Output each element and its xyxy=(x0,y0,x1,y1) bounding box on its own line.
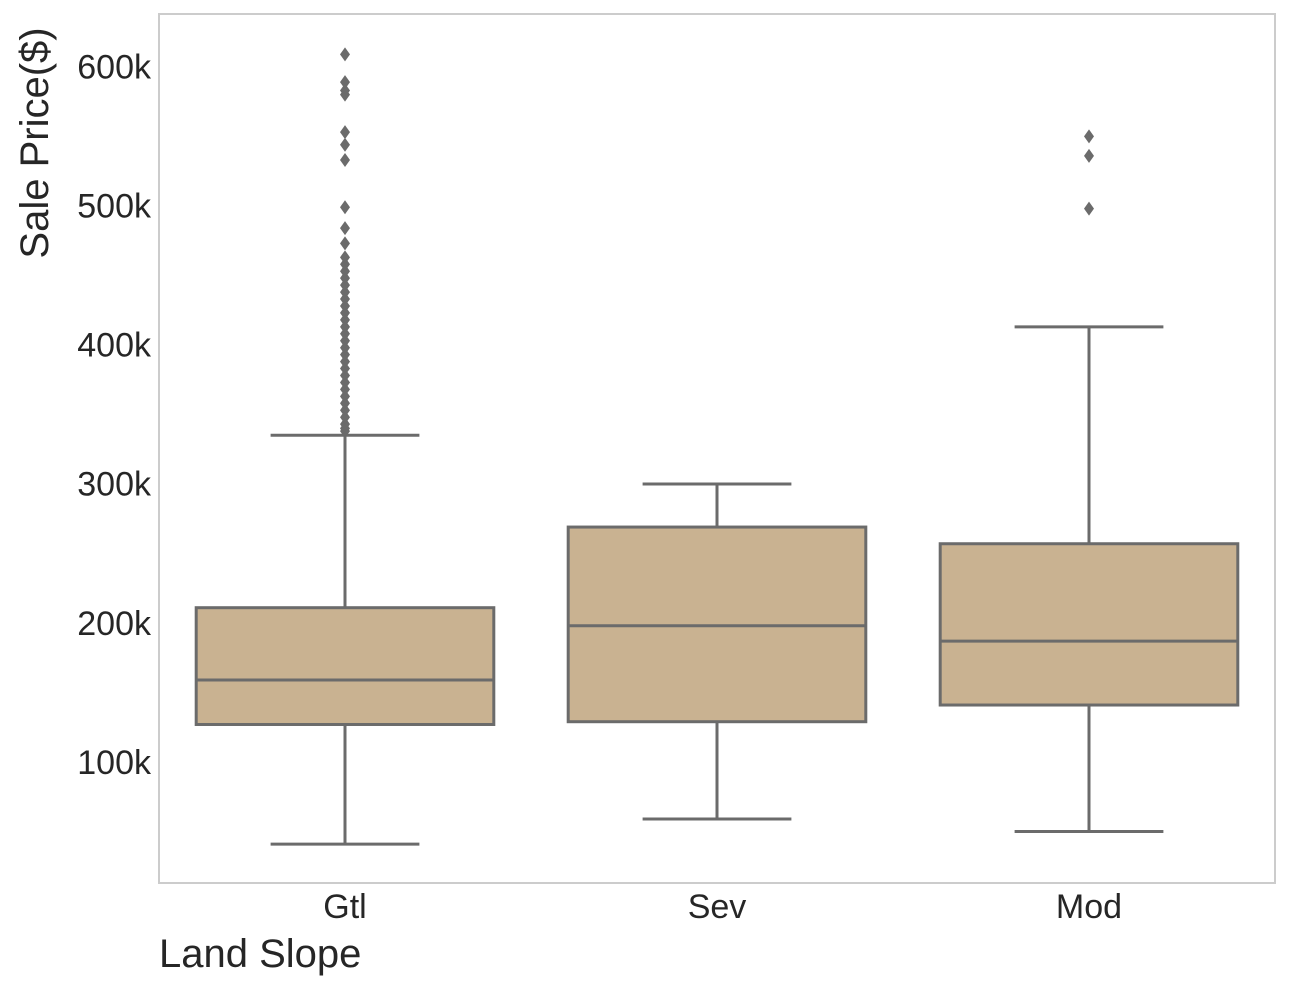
x-tick-label: Gtl xyxy=(323,888,366,926)
y-tick-label: 500k xyxy=(77,188,152,226)
y-tick-label: 600k xyxy=(77,49,152,87)
x-axis-label: Land Slope xyxy=(159,932,361,976)
outlier-point xyxy=(340,125,350,140)
outlier-point xyxy=(340,200,350,215)
outlier-point xyxy=(340,83,350,98)
y-tick-label: 400k xyxy=(77,327,152,365)
y-tick-label: 300k xyxy=(77,466,152,504)
outlier-point xyxy=(340,236,350,251)
outlier-point xyxy=(340,47,350,62)
y-tick-label: 200k xyxy=(77,605,152,643)
outlier-point xyxy=(1084,129,1094,144)
box-group-mod xyxy=(938,129,1240,834)
iqr-box xyxy=(938,542,1240,707)
outlier-point xyxy=(340,221,350,236)
y-tick-labels: 100k 200k 300k 400k 500k 600k xyxy=(77,49,152,782)
outlier-point xyxy=(340,152,350,167)
x-tick-labels: Gtl Sev Mod xyxy=(323,888,1122,926)
box-group-gtl xyxy=(194,47,496,846)
outlier-point xyxy=(340,137,350,152)
x-tick-label: Mod xyxy=(1056,888,1122,926)
outlier-point xyxy=(1084,148,1094,163)
outlier-point xyxy=(340,75,350,90)
y-tick-label: 100k xyxy=(77,744,152,782)
iqr-box xyxy=(194,606,496,726)
outlier-point xyxy=(340,250,350,265)
box-series xyxy=(194,47,1240,846)
y-axis-label: Sale Price($) xyxy=(13,27,57,258)
box-group-sev xyxy=(566,482,868,821)
x-tick-label: Sev xyxy=(688,888,747,926)
outlier-point xyxy=(1084,201,1094,216)
